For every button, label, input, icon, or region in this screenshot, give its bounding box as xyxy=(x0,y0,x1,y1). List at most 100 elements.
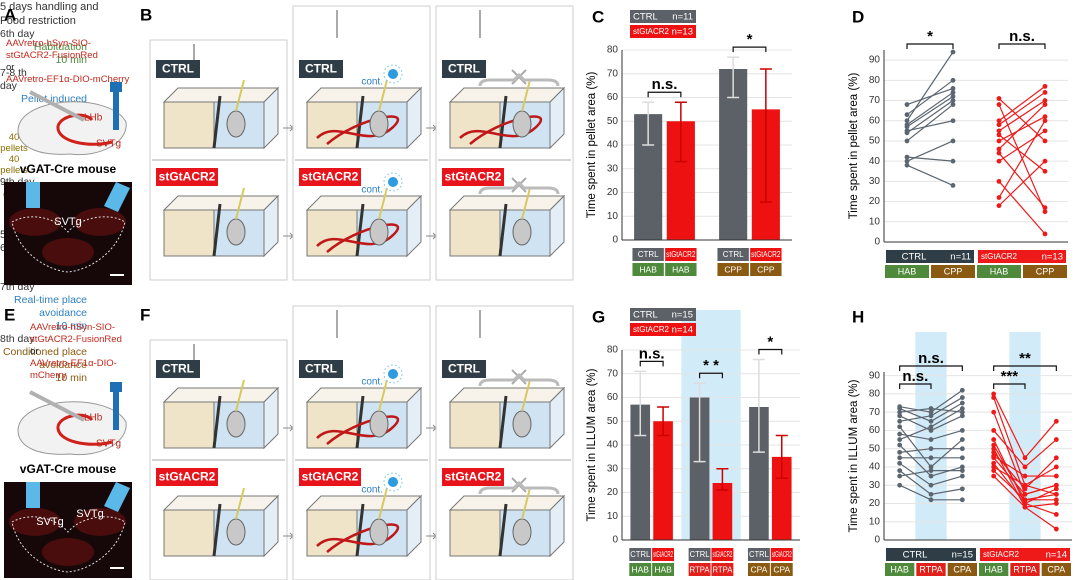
significance-bracket xyxy=(906,43,954,49)
badge-label: CPP xyxy=(724,264,742,274)
fluorescence xyxy=(42,538,94,566)
subject-line xyxy=(906,140,954,162)
significance-bracket xyxy=(998,43,1046,49)
subject-point xyxy=(1053,497,1059,503)
subject-point xyxy=(904,158,910,164)
label-badge xyxy=(629,548,652,561)
subject-point xyxy=(904,130,910,136)
mouse xyxy=(369,518,389,546)
y-tick-label: 10 xyxy=(869,216,881,227)
subject-point xyxy=(1042,90,1048,95)
label-badge xyxy=(665,263,697,276)
legend-name: CTRL xyxy=(633,310,658,321)
subject-point xyxy=(928,418,934,424)
label-badge xyxy=(688,548,711,561)
subject-point xyxy=(996,158,1002,164)
y-axis-label: Time spent in ILLUM area (%) xyxy=(586,368,598,521)
subject-point xyxy=(1042,118,1048,124)
light-halo xyxy=(383,364,403,384)
step-arrow xyxy=(283,424,294,432)
badge-label: CTRL xyxy=(638,250,659,259)
y-tick-label: 20 xyxy=(607,187,619,198)
label-badge xyxy=(717,248,749,261)
significance-label: ** xyxy=(1019,350,1031,367)
tether xyxy=(521,187,531,220)
histology-label: SVTg xyxy=(76,508,104,520)
cage-wall xyxy=(212,203,222,257)
badge-label: RTPA xyxy=(1013,564,1036,574)
subject-point xyxy=(996,128,1002,134)
fluorescence xyxy=(9,208,61,236)
y-tick-label: 50 xyxy=(607,416,619,427)
subject-point xyxy=(991,468,997,474)
subject-point xyxy=(959,455,965,461)
subject-point xyxy=(1053,437,1059,442)
subject-point xyxy=(1053,482,1059,488)
significance-label: n.s. xyxy=(918,350,944,367)
group-label: CTRL xyxy=(305,62,337,76)
subject-point xyxy=(897,431,903,437)
cage-wall xyxy=(355,95,365,149)
cage-left xyxy=(449,401,501,449)
subject-point xyxy=(959,406,965,411)
error-bar xyxy=(716,468,729,491)
series-n: n=14 xyxy=(1046,550,1067,561)
subject-point xyxy=(996,138,1002,144)
cage-side xyxy=(263,86,279,150)
group-label: stGtACR2 xyxy=(445,470,502,484)
series-n: n=11 xyxy=(950,252,971,263)
y-tick-label: 70 xyxy=(869,407,881,418)
y-tick-label: 80 xyxy=(869,75,881,86)
y-tick-label: 30 xyxy=(869,480,881,491)
y-tick-label: 90 xyxy=(869,370,881,381)
subject-point xyxy=(1022,455,1028,461)
region-label: LHb xyxy=(84,113,103,124)
significance-label: n.s. xyxy=(902,368,928,385)
pellets: 40 pellets xyxy=(0,154,28,176)
badge-label: RTPA xyxy=(690,564,710,574)
panel-letter: A xyxy=(4,5,16,24)
subject-point xyxy=(991,446,997,452)
step-arrow xyxy=(426,532,437,540)
construct-2: AAVretro-EF1α-DIO-mCherry xyxy=(6,74,130,85)
subject-point xyxy=(928,406,934,411)
subject-point xyxy=(928,491,934,497)
light-on xyxy=(388,477,398,487)
group-badge xyxy=(299,60,343,78)
label-badge xyxy=(629,563,652,576)
y-tick-label: 30 xyxy=(607,163,619,174)
brace xyxy=(478,480,560,495)
fluorescence xyxy=(42,238,94,266)
y-tick-label: 40 xyxy=(607,440,619,451)
y-tick-label: 60 xyxy=(869,115,881,126)
subject-point xyxy=(1042,231,1048,237)
cage-left xyxy=(449,509,501,557)
subject-point xyxy=(1042,102,1048,107)
subject-point xyxy=(1042,83,1048,89)
subject-point xyxy=(928,468,934,474)
tether xyxy=(521,79,531,112)
fiber-track xyxy=(104,482,130,512)
subject-line xyxy=(998,91,1046,126)
protocol-frame xyxy=(149,39,288,281)
subject-point xyxy=(950,158,956,164)
subject-point xyxy=(991,409,997,415)
light-halo xyxy=(383,472,403,492)
mouse xyxy=(226,410,246,438)
legend-badge xyxy=(630,323,696,336)
subject-point xyxy=(1042,209,1048,215)
cage-left xyxy=(163,509,215,557)
badge-label: stGtACR2 xyxy=(751,250,781,259)
tether xyxy=(235,487,245,520)
region-outline xyxy=(11,216,126,273)
subject-line xyxy=(998,116,1046,142)
subject-point xyxy=(897,455,903,461)
step-arrow xyxy=(283,532,294,540)
subject-point xyxy=(1053,464,1059,470)
legend-badge xyxy=(630,308,696,321)
group-label: CTRL xyxy=(305,362,337,376)
subject-line xyxy=(906,120,954,132)
subject-point xyxy=(897,424,903,430)
subject-point xyxy=(897,473,903,479)
